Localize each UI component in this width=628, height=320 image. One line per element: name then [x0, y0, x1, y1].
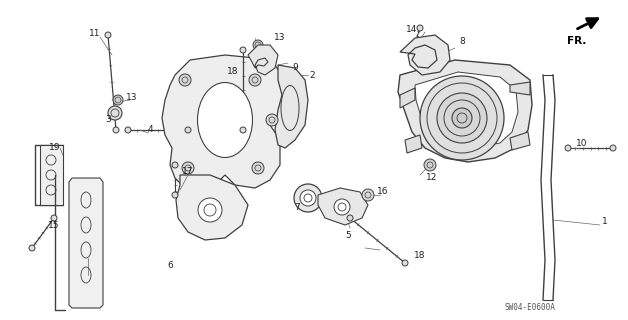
Text: 18: 18: [227, 68, 239, 76]
Polygon shape: [176, 175, 248, 240]
Circle shape: [113, 127, 119, 133]
Circle shape: [29, 245, 35, 251]
Text: 8: 8: [459, 37, 465, 46]
Text: 2: 2: [309, 70, 315, 79]
Circle shape: [240, 127, 246, 133]
Text: 7: 7: [294, 204, 300, 212]
Circle shape: [125, 127, 131, 133]
Polygon shape: [400, 35, 450, 75]
Circle shape: [179, 74, 191, 86]
Circle shape: [409, 50, 415, 56]
Polygon shape: [248, 45, 278, 75]
Polygon shape: [510, 132, 530, 150]
Circle shape: [105, 32, 111, 38]
Text: SW04-E0600A: SW04-E0600A: [504, 303, 555, 313]
Circle shape: [334, 199, 350, 215]
Circle shape: [300, 190, 316, 206]
Circle shape: [347, 215, 353, 221]
Text: 10: 10: [577, 139, 588, 148]
Text: 11: 11: [89, 28, 100, 37]
Text: 17: 17: [182, 167, 194, 177]
Circle shape: [108, 106, 122, 120]
Circle shape: [437, 93, 487, 143]
Text: 18: 18: [414, 251, 426, 260]
Text: 16: 16: [377, 188, 389, 196]
Text: 15: 15: [48, 220, 60, 229]
Text: 9: 9: [292, 63, 298, 73]
Polygon shape: [162, 55, 285, 192]
Polygon shape: [415, 72, 518, 148]
Text: 13: 13: [126, 93, 138, 102]
Circle shape: [172, 162, 178, 168]
Polygon shape: [405, 135, 422, 153]
Circle shape: [51, 215, 57, 221]
Polygon shape: [318, 188, 368, 225]
Text: 14: 14: [406, 26, 418, 35]
Circle shape: [252, 162, 264, 174]
Circle shape: [249, 74, 261, 86]
Text: 4: 4: [147, 125, 153, 134]
Circle shape: [452, 108, 472, 128]
Circle shape: [266, 114, 278, 126]
Ellipse shape: [197, 83, 252, 157]
Circle shape: [610, 145, 616, 151]
Circle shape: [417, 25, 423, 31]
Circle shape: [294, 184, 322, 212]
Polygon shape: [69, 178, 103, 308]
Text: 5: 5: [345, 230, 351, 239]
Polygon shape: [40, 145, 63, 205]
Polygon shape: [398, 60, 532, 162]
Text: FR.: FR.: [567, 36, 587, 46]
Circle shape: [198, 198, 222, 222]
Circle shape: [565, 145, 571, 151]
Circle shape: [362, 189, 374, 201]
Circle shape: [185, 127, 191, 133]
Circle shape: [424, 159, 436, 171]
Circle shape: [113, 95, 123, 105]
Text: 19: 19: [49, 143, 61, 153]
Circle shape: [420, 76, 504, 160]
Text: 6: 6: [167, 260, 173, 269]
Polygon shape: [400, 88, 415, 108]
Circle shape: [240, 47, 246, 53]
Text: 13: 13: [274, 33, 286, 42]
Text: 1: 1: [602, 218, 608, 227]
Circle shape: [172, 192, 178, 198]
Polygon shape: [275, 65, 308, 148]
Circle shape: [402, 260, 408, 266]
Circle shape: [253, 40, 263, 50]
Polygon shape: [510, 82, 530, 95]
Circle shape: [182, 162, 194, 174]
Text: 12: 12: [426, 173, 438, 182]
Text: 3: 3: [105, 116, 111, 124]
